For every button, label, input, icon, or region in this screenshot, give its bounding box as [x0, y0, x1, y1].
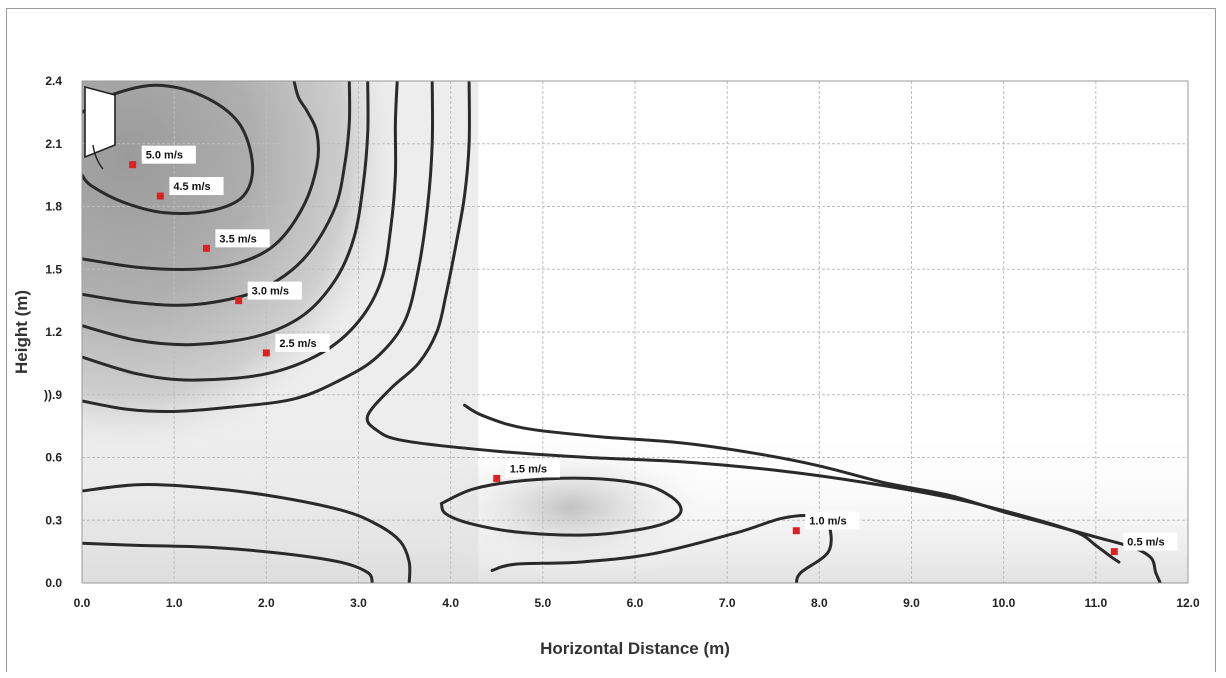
- contour-chart: 5.0 m/s 4.5 m/s 3.5 m/s 3.0 m/s 2.5 m/s 1.5 m…: [12, 74, 1200, 658]
- x-tick-label: 5.0: [534, 596, 551, 610]
- contour-line: [82, 81, 399, 382]
- y-tick-label: 0.0: [45, 576, 62, 590]
- x-tick-labels: 0.0 1.0 2.0 3.0 4.0 5.0 6.0 7.0 8.0 9.0 10.0 11.0 12…: [74, 596, 1200, 610]
- velocity-label-box: [275, 333, 330, 352]
- y-tick-label: 1.2: [45, 325, 62, 339]
- velocity-marker: [235, 297, 243, 305]
- x-axis-title: Horizontal Distance (m): [540, 639, 730, 658]
- velocity-marker: [493, 474, 501, 482]
- velocity-label-box: [215, 229, 270, 248]
- x-tick-label: 11.0: [1084, 596, 1107, 610]
- velocity-label: 3.5 m/s: [219, 233, 256, 245]
- velocity-marker: [129, 161, 137, 169]
- x-tick-label: 3.0: [350, 596, 367, 610]
- velocity-label-box: [169, 177, 224, 196]
- velocity-label-box: [805, 511, 860, 530]
- velocity-marker: [202, 244, 210, 252]
- x-tick-label: 1.0: [166, 596, 183, 610]
- velocity-marker: [156, 192, 164, 200]
- contour-line: [82, 482, 412, 583]
- contour-line: [82, 81, 370, 347]
- contour-line: [490, 514, 833, 583]
- contour-line: [82, 83, 255, 215]
- x-tick-label: 6.0: [627, 596, 644, 610]
- velocity-label-box: [141, 145, 196, 164]
- velocity-label: 4.5 m/s: [173, 181, 210, 193]
- shade-lower-blob: [413, 432, 728, 583]
- velocity-marker: [262, 349, 270, 357]
- velocity-label: 1.0 m/s: [809, 516, 846, 528]
- diffuser-icon: [84, 85, 116, 170]
- x-tick-label: 0.0: [74, 596, 91, 610]
- y-tick-label: 1.8: [45, 200, 62, 214]
- plot-border: [81, 80, 1189, 584]
- x-tick-label: 8.0: [811, 596, 828, 610]
- x-tick-label: 7.0: [719, 596, 736, 610]
- x-tick-label: 9.0: [903, 596, 920, 610]
- contour-line: [82, 81, 352, 307]
- velocity-markers: 5.0 m/s 4.5 m/s 3.5 m/s 3.0 m/s 2.5 m/s 1.5 m…: [129, 145, 1178, 556]
- y-tick-label: 2.4: [45, 74, 62, 88]
- y-tick-labels: 0.0 0.3 0.6 )).9 1.2 1.5 1.8 2.1 2.4: [44, 74, 62, 590]
- velocity-label-box: [247, 281, 302, 300]
- contour-line: [439, 476, 683, 537]
- contour-line: [82, 81, 320, 271]
- velocity-marker: [792, 527, 800, 535]
- velocity-label-box: [1123, 532, 1178, 551]
- y-tick-label: 1.5: [45, 262, 62, 276]
- velocity-label: 3.0 m/s: [252, 286, 289, 298]
- y-axis-title: Height (m): [12, 290, 31, 374]
- velocity-label-box: [505, 459, 560, 478]
- x-tick-label: 2.0: [258, 596, 275, 610]
- velocity-label: 5.0 m/s: [146, 150, 183, 162]
- plot-area: 5.0 m/s 4.5 m/s 3.5 m/s 3.0 m/s 2.5 m/s 1.5 m…: [81, 80, 1189, 584]
- contour-line: [82, 541, 374, 583]
- x-tick-label: 12.0: [1176, 596, 1200, 610]
- grid: [82, 81, 1188, 583]
- velocity-label: 0.5 m/s: [1127, 537, 1164, 549]
- velocity-label: 1.5 m/s: [510, 463, 547, 475]
- y-tick-label: 0.6: [45, 451, 62, 465]
- contour-line: [463, 403, 1162, 583]
- chart-frame: 5.0 m/s 4.5 m/s 3.5 m/s 3.0 m/s 2.5 m/s 1.5 m…: [6, 8, 1216, 672]
- contour-line: [82, 81, 435, 414]
- contour-lines: [82, 81, 1162, 583]
- y-tick-label: 0.3: [45, 513, 62, 527]
- velocity-label: 2.5 m/s: [279, 338, 316, 350]
- x-tick-label: 10.0: [992, 596, 1016, 610]
- y-tick-label: )).9: [44, 388, 62, 402]
- velocity-marker: [1110, 548, 1118, 556]
- x-tick-label: 4.0: [442, 596, 459, 610]
- y-tick-label: 2.1: [45, 137, 62, 151]
